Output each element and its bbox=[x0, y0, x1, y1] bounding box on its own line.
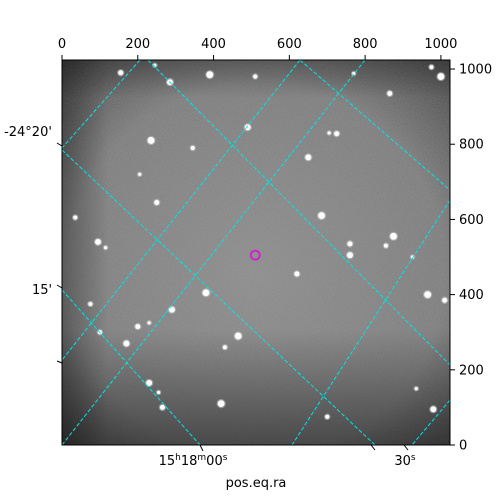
right-tick-label: 800 bbox=[459, 138, 484, 153]
ra-tick bbox=[403, 444, 409, 451]
grid-line bbox=[62, 60, 141, 149]
right-tick-label: 600 bbox=[459, 213, 484, 228]
star bbox=[352, 71, 356, 76]
star bbox=[73, 215, 78, 220]
star bbox=[157, 390, 161, 394]
star bbox=[146, 380, 153, 386]
star bbox=[429, 65, 434, 70]
star bbox=[147, 137, 155, 144]
top-pixel-axis: 0 200 400 600 800 1000 bbox=[58, 37, 457, 60]
top-tick-label: 600 bbox=[277, 37, 302, 52]
ra-tick-label-2: 30s bbox=[394, 453, 416, 469]
ra-tick bbox=[370, 444, 376, 451]
coordinate-grid bbox=[62, 60, 450, 445]
star bbox=[95, 239, 101, 245]
star bbox=[305, 154, 312, 161]
top-tick-label: 200 bbox=[125, 37, 150, 52]
dec-tick-label-2: 15' bbox=[32, 283, 52, 298]
star bbox=[253, 74, 258, 79]
star bbox=[118, 70, 124, 76]
grid-line bbox=[62, 289, 201, 445]
ra-tick-label-1: 15h18m00s bbox=[159, 453, 228, 469]
star bbox=[318, 212, 325, 220]
star bbox=[325, 414, 330, 419]
source-marker bbox=[249, 249, 261, 261]
top-tick-label: 400 bbox=[201, 37, 226, 52]
right-tick-label: 400 bbox=[459, 288, 484, 303]
dec-tick bbox=[56, 142, 63, 147]
star bbox=[138, 172, 142, 176]
dec-tick-label-1: -24°20' bbox=[4, 125, 52, 140]
star bbox=[437, 73, 445, 80]
dec-tick bbox=[56, 284, 63, 289]
star bbox=[383, 243, 389, 248]
star bbox=[206, 71, 214, 79]
star bbox=[159, 404, 165, 410]
x-axis-label: pos.eq.ra bbox=[226, 476, 287, 491]
star bbox=[222, 345, 227, 350]
star-field bbox=[72, 62, 449, 421]
right-tick-label: 200 bbox=[459, 363, 484, 378]
grid-line bbox=[291, 199, 450, 445]
star bbox=[103, 246, 108, 250]
grid-line bbox=[411, 399, 450, 445]
star bbox=[294, 271, 300, 277]
star bbox=[217, 400, 225, 408]
top-tick-label: 1000 bbox=[424, 37, 457, 52]
star bbox=[190, 145, 195, 151]
right-pixel-axis: 0 200 400 600 800 1000 bbox=[450, 63, 492, 454]
ra-tick bbox=[199, 444, 204, 452]
star bbox=[234, 332, 242, 340]
star bbox=[442, 297, 448, 303]
star bbox=[390, 232, 397, 240]
star bbox=[202, 289, 210, 297]
star bbox=[147, 321, 151, 325]
star bbox=[424, 291, 432, 299]
grid-line bbox=[299, 60, 450, 191]
star bbox=[347, 252, 353, 259]
bottom-ra-axis: 15h18m00s 30s pos.eq.ra bbox=[159, 444, 416, 491]
star bbox=[430, 406, 437, 413]
star bbox=[154, 199, 160, 205]
star bbox=[327, 131, 331, 135]
star bbox=[387, 90, 393, 96]
star bbox=[88, 301, 93, 307]
star bbox=[168, 306, 175, 313]
star bbox=[334, 131, 340, 137]
left-dec-axis: -24°20' 15' bbox=[4, 125, 63, 364]
top-tick-label: 0 bbox=[58, 37, 66, 52]
grid-line bbox=[147, 60, 450, 366]
image-panel bbox=[62, 60, 450, 445]
right-tick-label: 1000 bbox=[459, 63, 492, 78]
dec-tick bbox=[56, 360, 63, 364]
grid-line bbox=[62, 60, 366, 445]
star bbox=[414, 387, 418, 391]
star bbox=[347, 241, 353, 247]
star bbox=[244, 124, 251, 131]
star bbox=[123, 340, 130, 347]
plot-frame bbox=[61, 59, 451, 446]
grid-line bbox=[62, 60, 301, 361]
star bbox=[135, 324, 141, 330]
top-tick-label: 800 bbox=[353, 37, 378, 52]
right-tick-label: 0 bbox=[459, 439, 467, 454]
